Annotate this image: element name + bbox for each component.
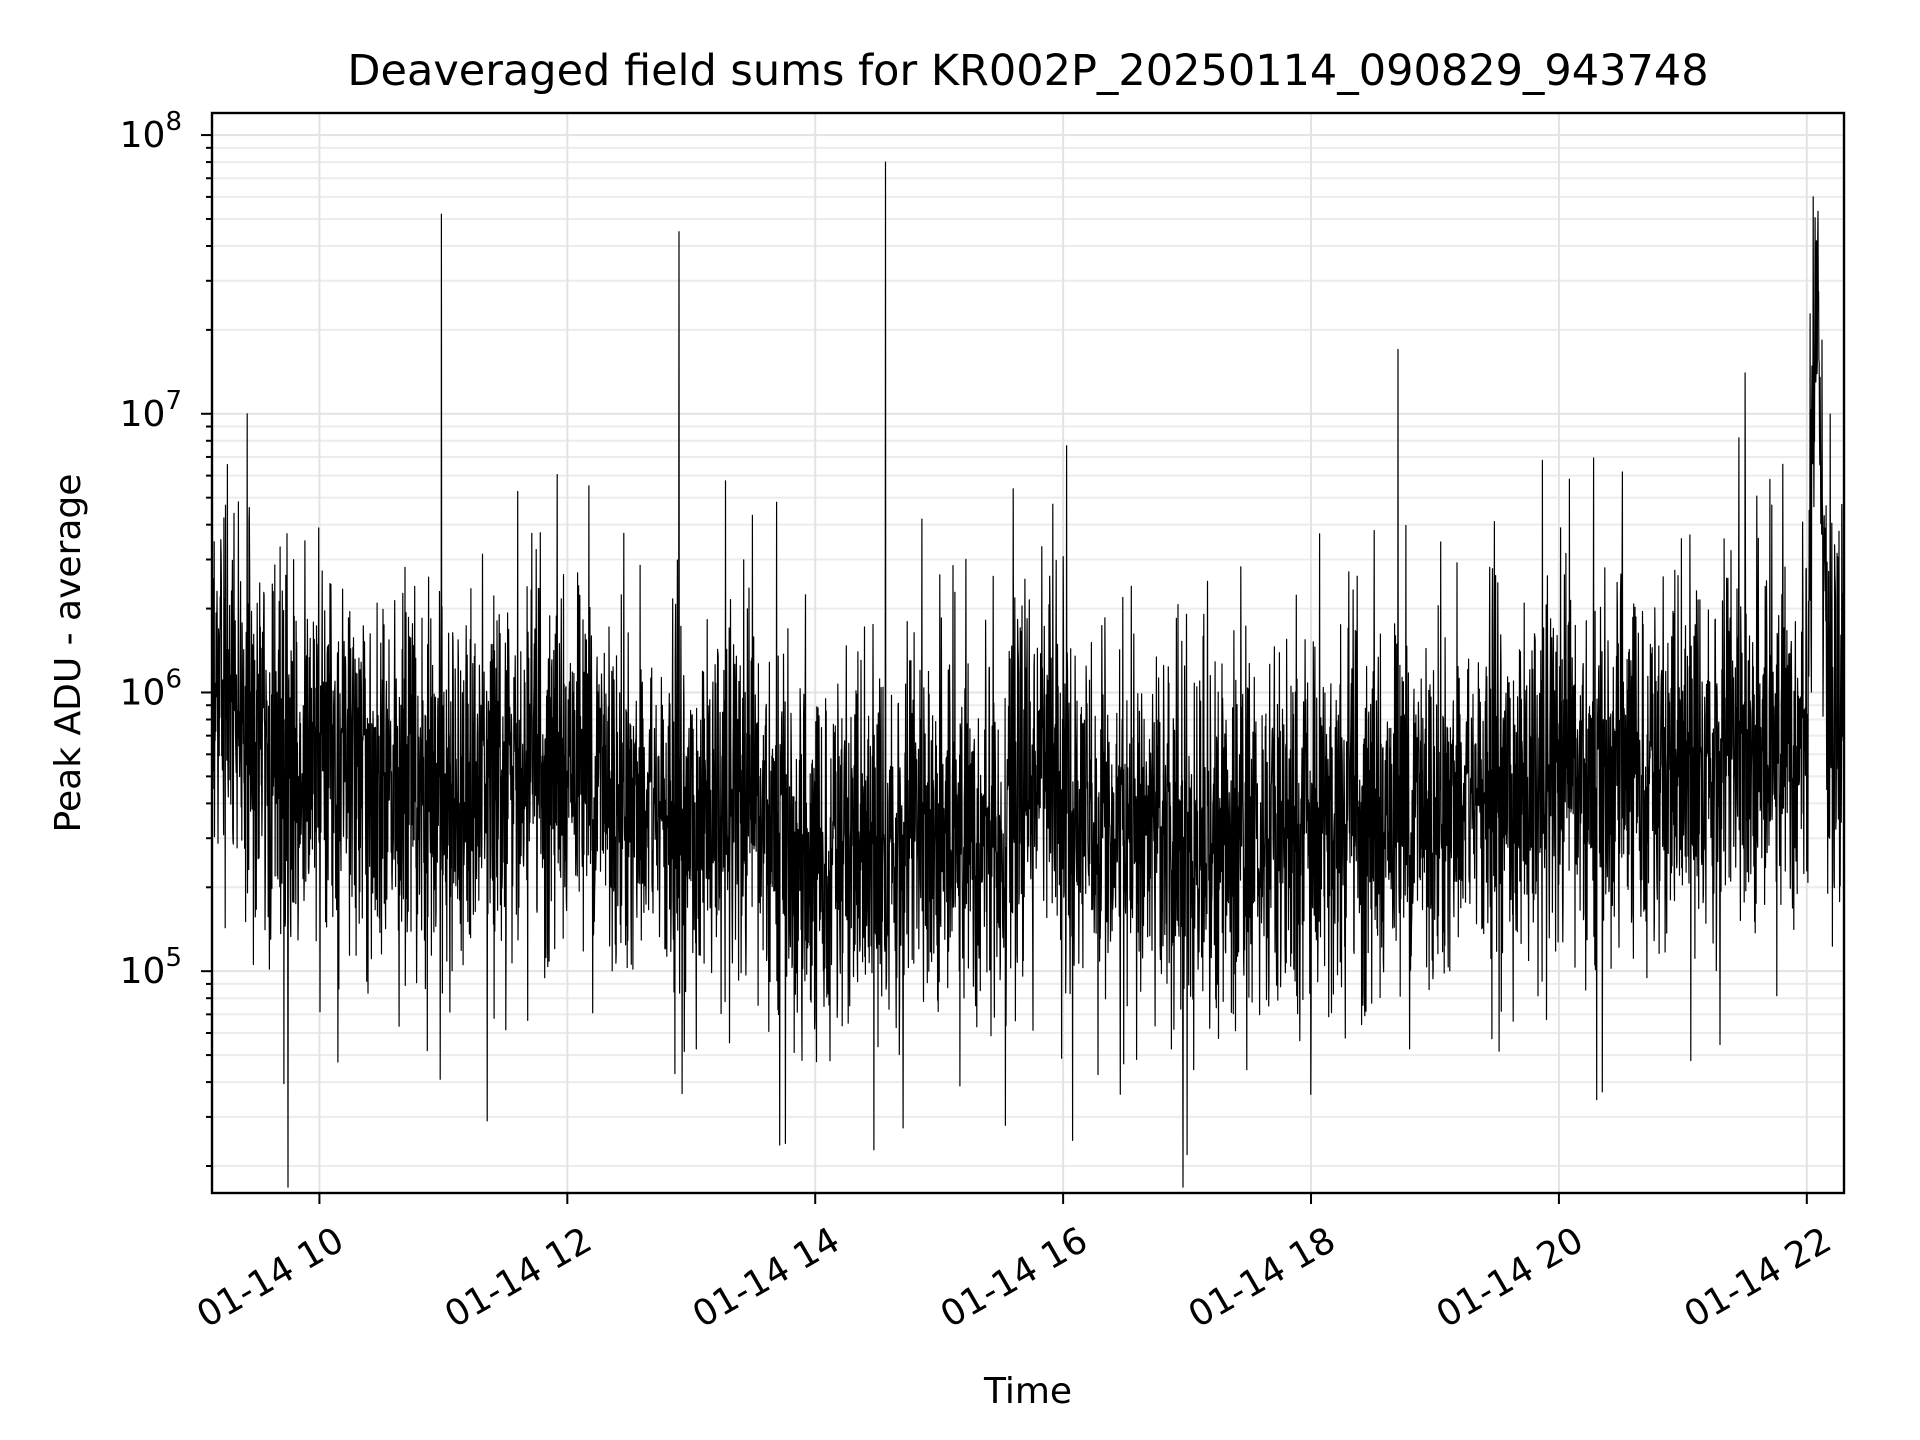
y-tick-exponent: 5 bbox=[165, 943, 182, 973]
y-axis-label: Peak ADU - average bbox=[48, 474, 89, 833]
series-line bbox=[211, 161, 1845, 1188]
y-tick-base: 10 bbox=[120, 672, 166, 713]
y-tick-base: 10 bbox=[120, 951, 166, 992]
chart-title: Deaveraged field sums for KR002P_2025011… bbox=[347, 46, 1708, 96]
y-tick-label: 106 bbox=[120, 664, 182, 713]
series-layer bbox=[211, 161, 1845, 1188]
plot-frame bbox=[210, 111, 1846, 1195]
y-tick-label: 105 bbox=[120, 943, 182, 992]
x-axis-label: Time bbox=[983, 1371, 1072, 1412]
y-tick-base: 10 bbox=[120, 115, 166, 156]
y-tick-base: 10 bbox=[120, 394, 166, 435]
y-tick-exponent: 6 bbox=[165, 664, 182, 694]
y-tick-exponent: 7 bbox=[165, 386, 182, 416]
y-tick-exponent: 8 bbox=[165, 107, 182, 137]
y-tick-label: 108 bbox=[120, 107, 182, 156]
y-tick-label: 107 bbox=[120, 386, 182, 435]
major-grid bbox=[212, 113, 1844, 1193]
